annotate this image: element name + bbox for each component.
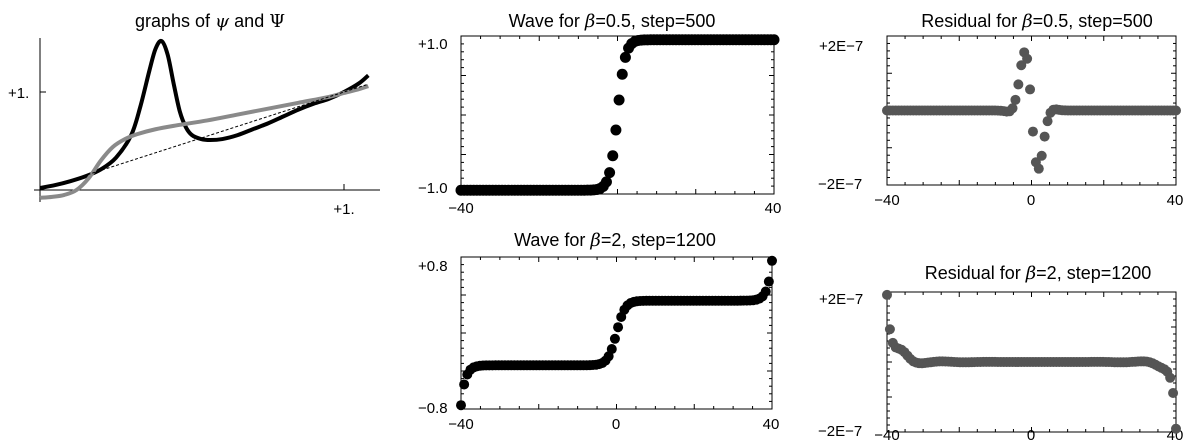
wave1-data-point: [613, 94, 625, 106]
wave2-x-tick-mid: 0: [612, 416, 620, 433]
wave1-ticks: [460, 35, 775, 195]
wave2-panel: Wave for β=2, step=1200 +0.8 −0.8 −40 0 …: [418, 230, 779, 433]
res1-data-point: [1013, 79, 1024, 90]
res1-y-tick-top: +2E−7: [819, 38, 863, 55]
res1-panel: Residual for β=0.5, step=500 +2E−7 −2E−7…: [818, 11, 1183, 209]
res2-ticks: [886, 291, 1177, 433]
psi-curve: [39, 38, 370, 191]
wave2-data-point: [767, 255, 777, 266]
res1-data-point: [1022, 53, 1033, 64]
wave2-data-point: [613, 322, 624, 333]
res1-data-point: [1039, 131, 1050, 142]
res2-data-point: [884, 324, 895, 335]
res1-data-point: [1016, 60, 1027, 71]
res2-data-point: [1171, 423, 1181, 434]
psi-panel-title: graphs of ψ and Ψ: [135, 11, 285, 32]
psi-panel: graphs of ψ and Ψ +1. +1.: [8, 11, 380, 218]
res1-x-tick-mid: 0: [1027, 192, 1035, 209]
res2-y-tick-bottom: −2E−7: [818, 423, 862, 440]
res1-data-point: [1010, 94, 1021, 105]
res1-points: [882, 47, 1181, 174]
wave2-data-point: [606, 344, 617, 355]
res2-x-tick-left: −40: [874, 427, 899, 442]
wave1-data-point: [616, 68, 628, 80]
wave1-data-point: [607, 150, 619, 162]
wave2-data-point: [760, 286, 771, 297]
wave2-y-tick-top: +0.8: [418, 258, 448, 275]
diagonal-curve: [39, 83, 369, 191]
wave1-data-point: [600, 176, 612, 188]
res1-x-tick-right: 40: [1167, 192, 1184, 209]
res2-y-tick-top: +2E−7: [819, 291, 863, 308]
res1-data-point: [1033, 163, 1044, 174]
wave2-data-point: [763, 276, 774, 287]
res1-y-tick-bottom: −2E−7: [818, 176, 862, 193]
res2-data-point: [1168, 388, 1179, 399]
wave1-panel: Wave for β=0.5, step=500 +1.0 −1.0 −40 4…: [418, 11, 781, 217]
wave1-x-tick-left: −40: [448, 200, 473, 217]
wave1-data-point: [619, 51, 631, 63]
res2-data-point: [1165, 372, 1176, 383]
res1-data-point: [1036, 150, 1047, 161]
wave2-frame: [460, 256, 773, 410]
res1-data-point: [1171, 105, 1181, 116]
wave2-y-tick-bottom: −0.8: [418, 400, 448, 417]
res2-x-tick-mid: 0: [1027, 427, 1035, 442]
wave2-data-point: [609, 333, 620, 344]
psi-curves: [39, 38, 370, 200]
res1-title: Residual for β=0.5, step=500: [921, 11, 1153, 32]
wave1-y-tick-bottom: −1.0: [418, 180, 448, 197]
wave1-title: Wave for β=0.5, step=500: [509, 11, 716, 32]
wave2-x-tick-left: −40: [448, 416, 473, 433]
wave1-data-point: [604, 167, 616, 179]
psi-x-tick-label: +1.: [333, 201, 354, 218]
wave2-x-tick-right: 40: [763, 416, 780, 433]
res1-ticks: [886, 35, 1177, 186]
wave1-data-point: [768, 34, 780, 46]
res1-data-point: [1025, 84, 1036, 95]
wave1-frame: [460, 35, 775, 195]
wave2-data-point: [456, 400, 466, 411]
res1-data-point: [1007, 103, 1018, 114]
wave2-title: Wave for β=2, step=1200: [514, 230, 716, 251]
Psi-curve: [39, 84, 369, 200]
res1-x-tick-left: −40: [874, 192, 899, 209]
wave2-data-point: [459, 379, 470, 390]
wave1-x-tick-right: 40: [765, 200, 782, 217]
res1-data-point: [1027, 126, 1038, 137]
wave1-points: [455, 34, 780, 196]
psi-y-tick-label: +1.: [8, 85, 29, 102]
res2-data-point: [882, 289, 892, 300]
wave1-data-point: [610, 124, 622, 136]
wave2-ticks: [460, 256, 773, 410]
res2-points: [882, 289, 1181, 434]
res1-data-point: [1042, 116, 1053, 127]
res2-title: Residual for β=2, step=1200: [925, 263, 1152, 284]
wave1-y-tick-top: +1.0: [418, 36, 448, 53]
res2-panel: Residual for β=2, step=1200 +2E−7 −2E−7 …: [818, 263, 1183, 442]
wave2-points: [456, 255, 777, 411]
